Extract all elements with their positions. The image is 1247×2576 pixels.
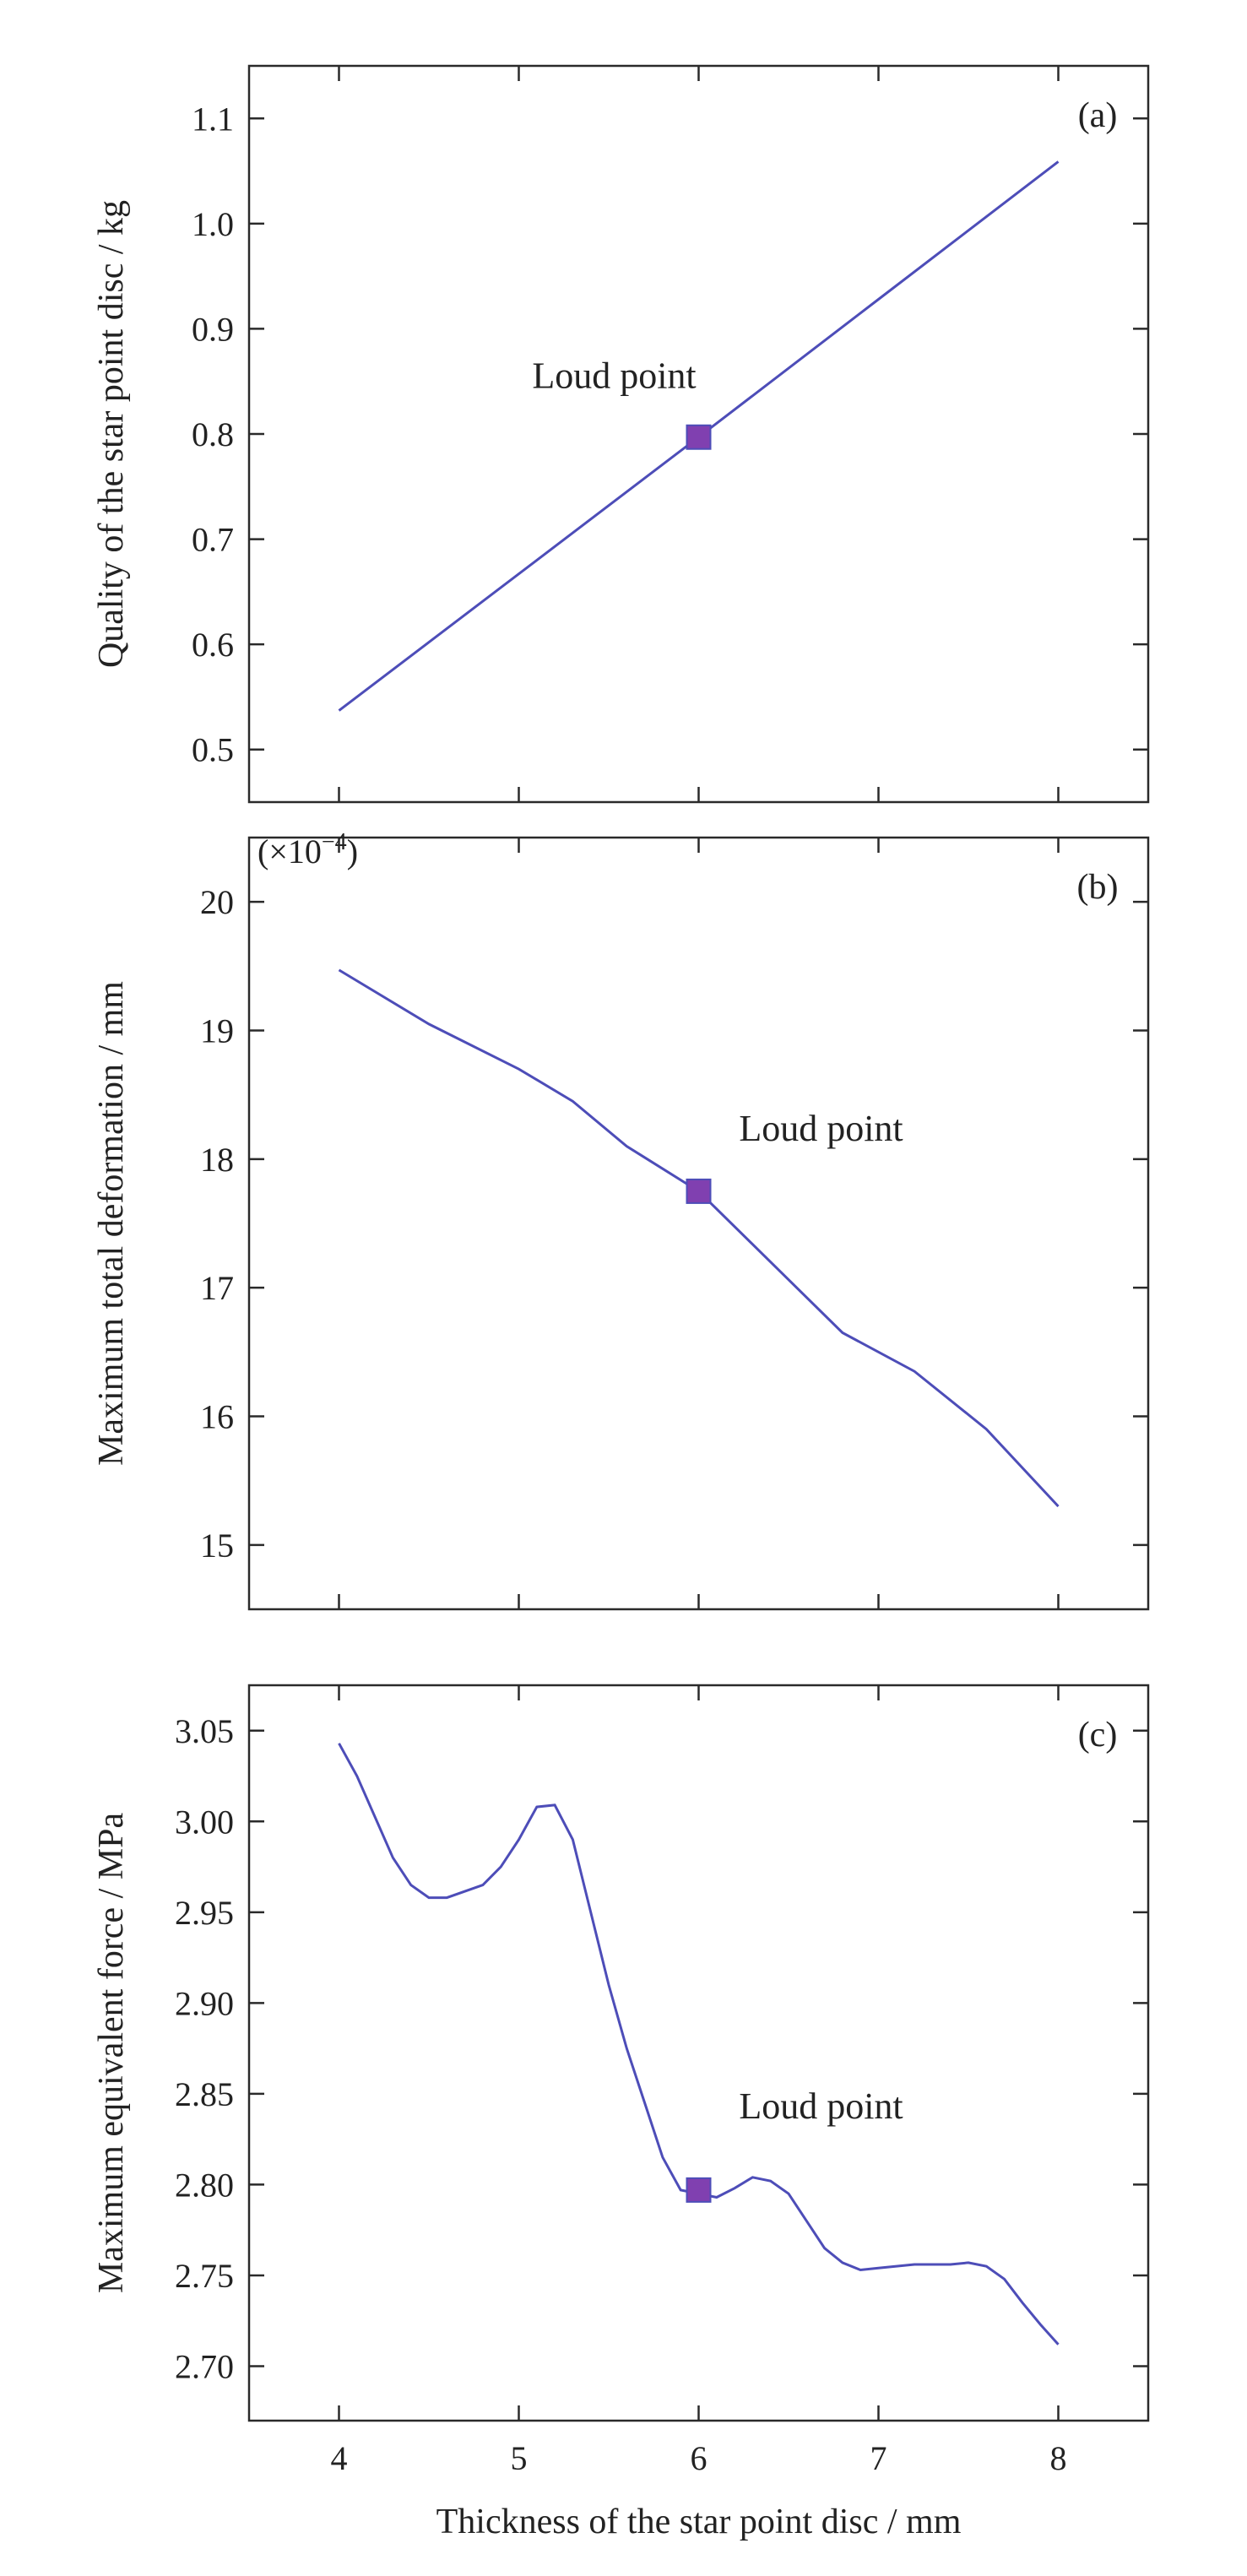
y-axis-label-c: Maximum equivalent force / MPa: [92, 1813, 131, 2294]
y-tick-label-b: 17: [200, 1269, 234, 1307]
series-line-c: [338, 1743, 1060, 2346]
y-tick-label-a: 0.6: [192, 626, 234, 664]
plot-frame-b: [247, 836, 1150, 1611]
x-tick-label: 4: [331, 2439, 348, 2477]
y-tick-label-a: 1.0: [192, 205, 234, 243]
y-axis-label-a: Quality of the star point disc / kg: [92, 200, 131, 668]
multiplier-exponent: −4: [322, 829, 347, 855]
y-tick-label-b: 16: [200, 1398, 234, 1436]
x-tick-label: 6: [691, 2439, 708, 2477]
y-tick-label-c: 2.80: [175, 2166, 234, 2204]
multiplier-label-b: (×10−4): [258, 829, 358, 870]
panel-label-b: (b): [1077, 868, 1119, 907]
y-tick-label-a: 1.1: [192, 100, 234, 138]
panel-a: (a) Quality of the star point disc / kg …: [92, 64, 1150, 804]
loud-point-annotation-a: Loud point: [532, 355, 696, 397]
panel-label-c: (c): [1078, 1716, 1118, 1754]
plot-frame-c: [247, 1684, 1150, 2422]
panel-b: (b) Maximum total deformation / mm Loud …: [92, 829, 1150, 1611]
loud-point-marker-b: [686, 1178, 712, 1204]
loud-point-annotation-b: Loud point: [739, 1108, 903, 1149]
y-tick-label-c: 3.05: [175, 1712, 234, 1750]
multiplier-base: (×10: [258, 832, 322, 870]
series-line-b: [338, 968, 1060, 1508]
panel-c: (c) Maximum equivalent force / MPa Thick…: [92, 1684, 1150, 2541]
y-tick-label-c: 2.85: [175, 2075, 234, 2113]
x-tick-label: 8: [1050, 2439, 1067, 2477]
y-tick-label-a: 0.8: [192, 415, 234, 453]
y-tick-label-b: 20: [200, 883, 234, 921]
tick-group-c: 2.70 2.75 2.80 2.85 2.90 2.95 3.00 3.05 4 5 6 7 8: [175, 1685, 1148, 2477]
x-tick-label: 5: [511, 2439, 528, 2477]
y-tick-label-c: 2.90: [175, 1984, 234, 2022]
x-axis-label: Thickness of the star point disc / mm: [436, 2503, 962, 2541]
y-tick-label-a: 0.5: [192, 731, 234, 769]
loud-point-marker-c: [686, 2177, 712, 2203]
tick-group-a: 0.5 0.6 0.7 0.8 0.9 1.0 1.1: [192, 66, 1148, 802]
y-tick-label-a: 0.9: [192, 310, 234, 348]
y-tick-label-b: 15: [200, 1527, 234, 1565]
multiplier-close: ): [347, 832, 358, 870]
panel-label-a: (a): [1078, 96, 1118, 135]
x-tick-label: 7: [870, 2439, 887, 2477]
loud-point-marker-a: [686, 424, 712, 450]
y-tick-label-b: 19: [200, 1012, 234, 1050]
y-tick-label-c: 2.70: [175, 2347, 234, 2385]
loud-point-annotation-c: Loud point: [739, 2085, 903, 2127]
y-tick-label-c: 3.00: [175, 1803, 234, 1841]
y-tick-label-c: 2.95: [175, 1894, 234, 1932]
tick-group-b: 15 16 17 18 19 20: [200, 838, 1148, 1609]
y-tick-label-a: 0.7: [192, 521, 234, 559]
y-tick-label-b: 18: [200, 1141, 234, 1179]
y-axis-label-b: Maximum total deformation / mm: [92, 981, 131, 1466]
y-tick-label-c: 2.75: [175, 2257, 234, 2295]
